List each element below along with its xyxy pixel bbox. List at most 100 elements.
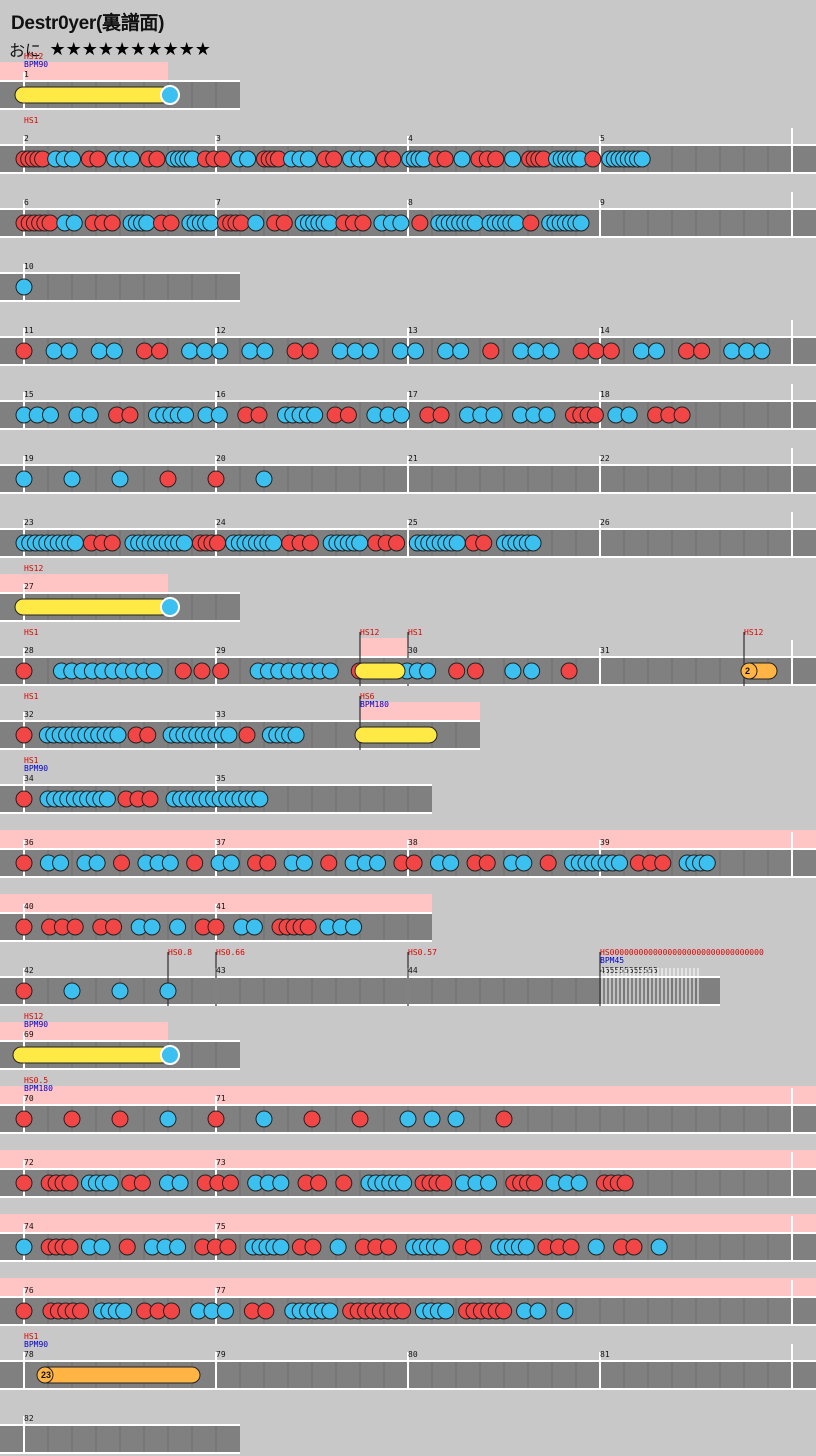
measure-number: 32 [24,710,34,719]
don-note [63,1110,81,1128]
ka-note [369,854,387,872]
ka-note [345,918,363,936]
lane-edge [0,80,240,82]
ka-note [169,918,187,936]
don-note [354,214,372,232]
ka-note [287,726,305,744]
measure-number: 8 [408,198,413,207]
measure-number: 15 [24,390,34,399]
don-note [584,150,602,168]
ka-note [306,406,324,424]
chart-lane: 42 43 44 HS0.8 HS0.66 HS0.57 HS000000000000000… [0,948,764,1006]
chart-lane: 23 24 25 26 [0,512,816,558]
ka-note [211,342,229,360]
hs-marker: HS12 [24,52,43,61]
don-note [435,1174,453,1192]
don-note [193,662,211,680]
ka-note [466,214,484,232]
measure-number: 82 [24,1414,34,1423]
drumroll-note [14,598,171,616]
don-note [304,1238,322,1256]
hs-marker: HS00000000000000000000000000000000 [600,948,764,957]
roll-count: 23 [41,1370,51,1380]
don-note [15,982,33,1000]
ka-note [123,150,141,168]
ka-note [145,662,163,680]
star-icon: ★ [65,38,82,59]
measure-number: 29 [216,646,226,655]
don-note [693,342,711,360]
hs-band [0,1022,168,1040]
ka-note [321,1302,339,1320]
don-note [572,342,590,360]
measure-number: 80 [408,1350,418,1359]
don-note [482,342,500,360]
don-note [66,918,84,936]
roll-end-cap [160,1045,180,1065]
don-note [105,918,123,936]
don-note [113,854,131,872]
measure-number: 30 [408,646,418,655]
don-note [411,214,429,232]
hs-band [0,1214,816,1232]
roll-count-head [36,1366,54,1384]
ka-note [202,214,220,232]
measure-number: 42 [24,966,34,975]
don-note [221,1174,239,1192]
ka-note [15,470,33,488]
measure-number: 20 [216,454,226,463]
bpm-marker: BPM45 [600,956,624,965]
ka-note [81,406,99,424]
measure-number: 25 [408,518,418,527]
lane-edge [0,1040,240,1042]
don-note [478,854,496,872]
don-note [432,406,450,424]
ka-note [66,534,84,552]
ka-note [52,854,70,872]
hs-marker: HS0.8 [168,948,192,957]
lane-edge [0,1232,816,1234]
ka-note [698,854,716,872]
ka-note [407,342,425,360]
measure-number: 43 [216,966,226,975]
measure-number: 44 [408,966,418,975]
measure-number: 11 [24,326,34,335]
don-note [41,214,59,232]
measure-number: 13 [408,326,418,335]
lane-edge [0,272,240,274]
chart-lane: 74 75 [0,1214,816,1262]
hs-band [0,1150,816,1168]
ka-note [251,790,269,808]
ka-note [88,854,106,872]
measure-number: 34 [24,774,34,783]
ka-note [399,1110,417,1128]
ka-note [15,1238,33,1256]
measure-number: 81 [600,1350,610,1359]
measure-number: 76 [24,1286,34,1295]
don-note [139,726,157,744]
measure-number: 35 [216,774,226,783]
ka-note [196,342,214,360]
ka-note [63,470,81,488]
measure-number: 21 [408,454,418,463]
ka-note [181,342,199,360]
chart-lane: 76 77 [0,1278,816,1326]
ka-note [527,342,545,360]
lane-edge [0,1004,720,1006]
lane-edge [0,1168,816,1170]
ka-note [633,150,651,168]
bpm-marker: BPM90 [24,764,48,773]
don-note [15,662,33,680]
ka-note [111,982,129,1000]
chart-lane: 2 3 4 5 HS1 [0,116,816,174]
ka-note [255,470,273,488]
lane-edge [0,620,240,622]
drumroll-note [14,86,171,104]
hs-marker: HS1 [24,1332,39,1341]
ka-note [423,1110,441,1128]
ka-note [64,150,82,168]
don-note [301,342,319,360]
ka-note [542,342,560,360]
lane-edge [0,1452,240,1454]
